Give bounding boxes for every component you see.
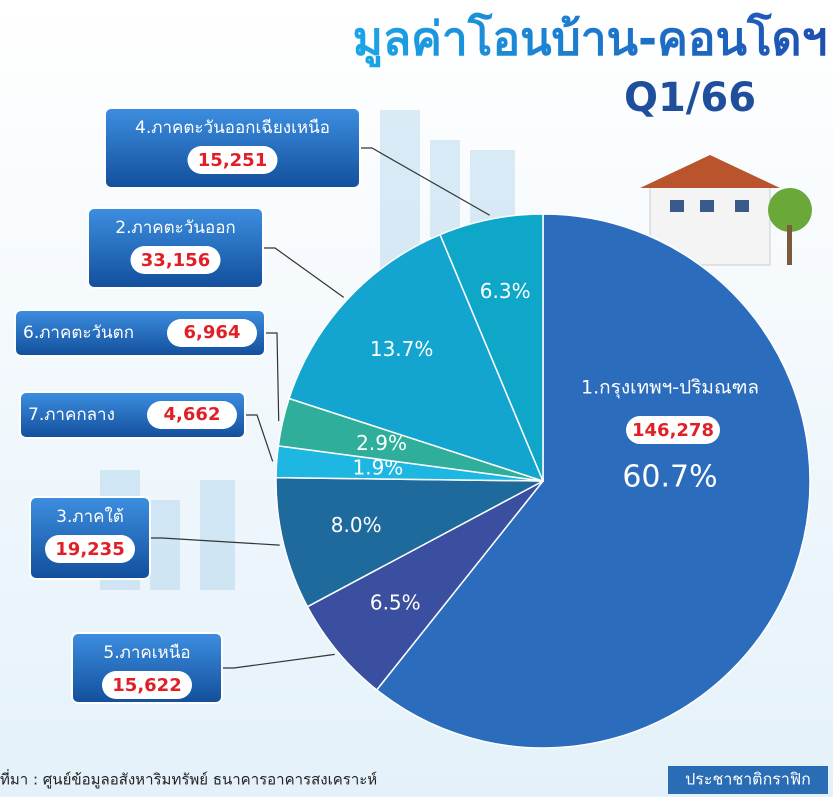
- percent-label: 60.7%: [622, 460, 717, 495]
- connector-line: [222, 653, 335, 669]
- percent-label: 8.0%: [331, 513, 382, 537]
- percent-label: 6.3%: [480, 279, 531, 303]
- connector-line: [360, 147, 491, 216]
- credit-box: [668, 766, 828, 794]
- chart-title: มูลค่าโอนบ้าน-คอนโดฯ: [353, 12, 828, 68]
- amount-pill: [45, 535, 135, 563]
- category-label: 1.กรุงเทพฯ-ปริมณฑล: [581, 377, 759, 400]
- chart-subtitle: Q1/66: [624, 75, 756, 121]
- amount-pill: [130, 246, 221, 274]
- amount-label: 4,662: [164, 404, 221, 425]
- percent-label: 13.7%: [370, 337, 434, 361]
- pie-slice: [375, 213, 811, 749]
- pie-slice: [439, 213, 544, 482]
- callouts: 5.ภาคเหนือ 15,622 3.ภาคใต้ 19,235 7.ภาคกลาง 4…: [14, 107, 491, 704]
- amount-pill: [102, 671, 192, 699]
- pie-slice: [306, 480, 544, 691]
- amount-label: 15,251: [198, 150, 267, 171]
- credit: ประชาชาติกราฟิก: [685, 770, 811, 789]
- amount-label: 19,235: [55, 539, 124, 560]
- category-label: 3.ภาคใต้: [56, 506, 124, 527]
- category-label: 7.ภาคกลาง: [28, 405, 115, 425]
- connector-line: [150, 537, 280, 546]
- source-note: ที่มา : ศูนย์ข้อมูลอสังหาริมทรัพย์ ธนาคา…: [0, 769, 377, 789]
- connector-line: [263, 247, 345, 298]
- amount-pill: [626, 416, 720, 444]
- amount-pill: [187, 146, 278, 174]
- percent-label: 6.5%: [370, 591, 421, 615]
- category-label: 4.ภาคตะวันออกเฉียงเหนือ: [135, 118, 330, 138]
- category-label: 2.ภาคตะวันออก: [115, 218, 235, 238]
- category-label: 5.ภาคเหนือ: [103, 643, 190, 663]
- connector-line: [265, 332, 280, 422]
- amount-pill: [167, 319, 257, 347]
- pie-slice: [275, 476, 544, 608]
- percent-label: 2.9%: [356, 431, 407, 455]
- pie: 1.กรุงเทพฯ-ปริมณฑล146,27860.7%6.5%8.0%1.…: [275, 213, 811, 749]
- amount-label: 146,278: [632, 420, 714, 441]
- amount-pill: [147, 401, 237, 429]
- connector-line: [245, 414, 274, 462]
- category-label: 6.ภาคตะวันตก: [23, 323, 134, 343]
- pie-slice: [288, 233, 545, 483]
- amount-label: 15,622: [112, 675, 181, 696]
- amount-label: 6,964: [184, 322, 241, 343]
- amount-label: 33,156: [141, 250, 210, 271]
